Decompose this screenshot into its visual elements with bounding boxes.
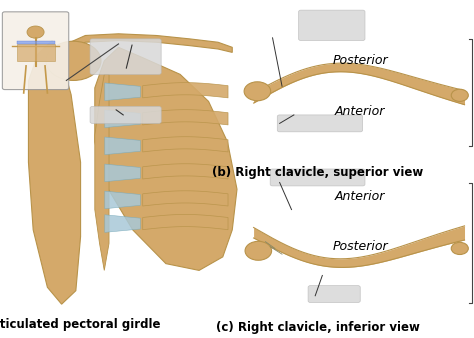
FancyBboxPatch shape (2, 12, 69, 90)
Circle shape (451, 89, 468, 101)
Polygon shape (95, 47, 237, 270)
Text: (c) Right clavicle, inferior view: (c) Right clavicle, inferior view (216, 321, 419, 334)
Bar (17, 44, 55, 61)
Text: Anterior: Anterior (335, 105, 385, 118)
Circle shape (244, 82, 271, 101)
Polygon shape (28, 41, 81, 304)
FancyBboxPatch shape (90, 39, 161, 74)
Text: Anterior: Anterior (335, 190, 385, 202)
Text: Posterior: Posterior (332, 240, 388, 253)
Bar (17, 41, 55, 44)
Polygon shape (66, 34, 232, 52)
FancyBboxPatch shape (277, 115, 363, 132)
FancyBboxPatch shape (270, 169, 365, 186)
FancyBboxPatch shape (299, 10, 365, 41)
Circle shape (27, 26, 44, 38)
Text: (b) Right clavicle, superior view: (b) Right clavicle, superior view (212, 166, 423, 179)
Text: (a) Articulated pectoral girdle: (a) Articulated pectoral girdle (0, 318, 161, 331)
Circle shape (245, 241, 272, 260)
FancyBboxPatch shape (308, 286, 360, 303)
Circle shape (451, 242, 468, 255)
Text: Posterior: Posterior (332, 54, 388, 67)
Circle shape (46, 41, 101, 80)
FancyBboxPatch shape (90, 106, 161, 123)
Polygon shape (95, 74, 109, 270)
